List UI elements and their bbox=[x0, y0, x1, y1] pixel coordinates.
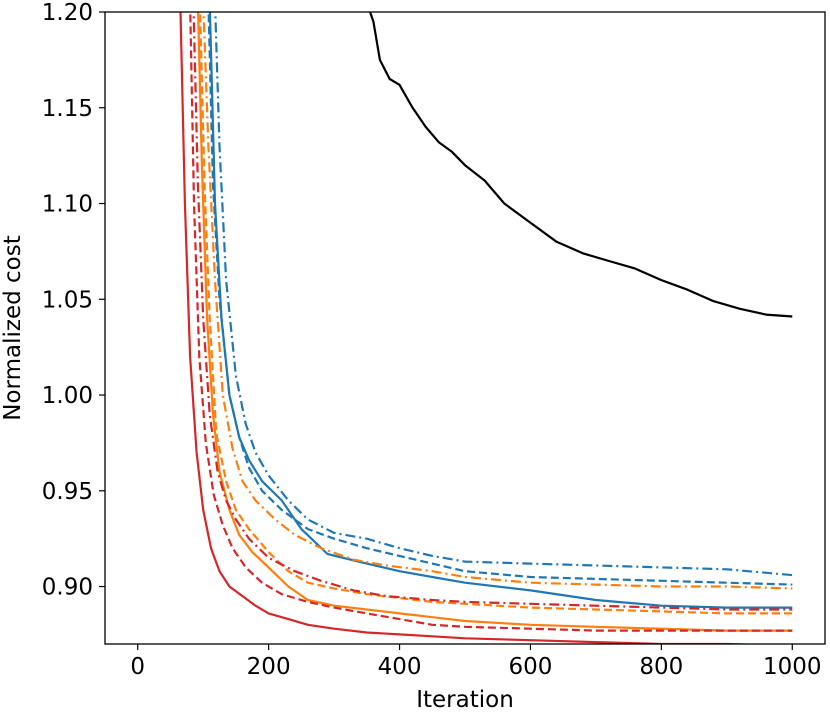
x-tick-label: 1000 bbox=[763, 654, 822, 680]
series-line-9 bbox=[189, 12, 793, 632]
series-line-7 bbox=[197, 12, 793, 632]
y-tick-label: 1.10 bbox=[42, 192, 93, 218]
series-line-5 bbox=[202, 12, 793, 590]
y-axis-label: Normalized cost bbox=[0, 235, 26, 420]
x-tick-label: 400 bbox=[378, 654, 422, 680]
y-tick-label: 1.00 bbox=[42, 383, 93, 409]
series-line-3 bbox=[207, 12, 793, 586]
series-line-1 bbox=[368, 12, 793, 318]
x-axis: 0 200 400 600 800 1000 bbox=[130, 644, 822, 680]
x-tick-label: 800 bbox=[639, 654, 683, 680]
plot-frame bbox=[104, 11, 826, 645]
series-line-4 bbox=[208, 12, 793, 609]
y-tick-label: 1.05 bbox=[42, 287, 93, 313]
series-line-8 bbox=[192, 12, 793, 611]
y-tick-label: 0.90 bbox=[42, 575, 93, 601]
series-line-6 bbox=[199, 12, 793, 615]
x-axis-label: Iteration bbox=[416, 687, 514, 712]
y-tick-label: 0.95 bbox=[42, 479, 93, 505]
x-tick-label: 600 bbox=[509, 654, 553, 680]
y-axis: 0.90 0.95 1.00 1.05 1.10 1.15 1.20 bbox=[42, 0, 105, 601]
series-line-10 bbox=[179, 12, 765, 644]
x-tick-label: 200 bbox=[247, 654, 291, 680]
series-line-2 bbox=[214, 12, 793, 577]
y-tick-label: 1.20 bbox=[42, 0, 93, 26]
series-layer bbox=[179, 12, 793, 644]
x-tick-label: 0 bbox=[130, 654, 145, 680]
y-tick-label: 1.15 bbox=[42, 96, 93, 122]
